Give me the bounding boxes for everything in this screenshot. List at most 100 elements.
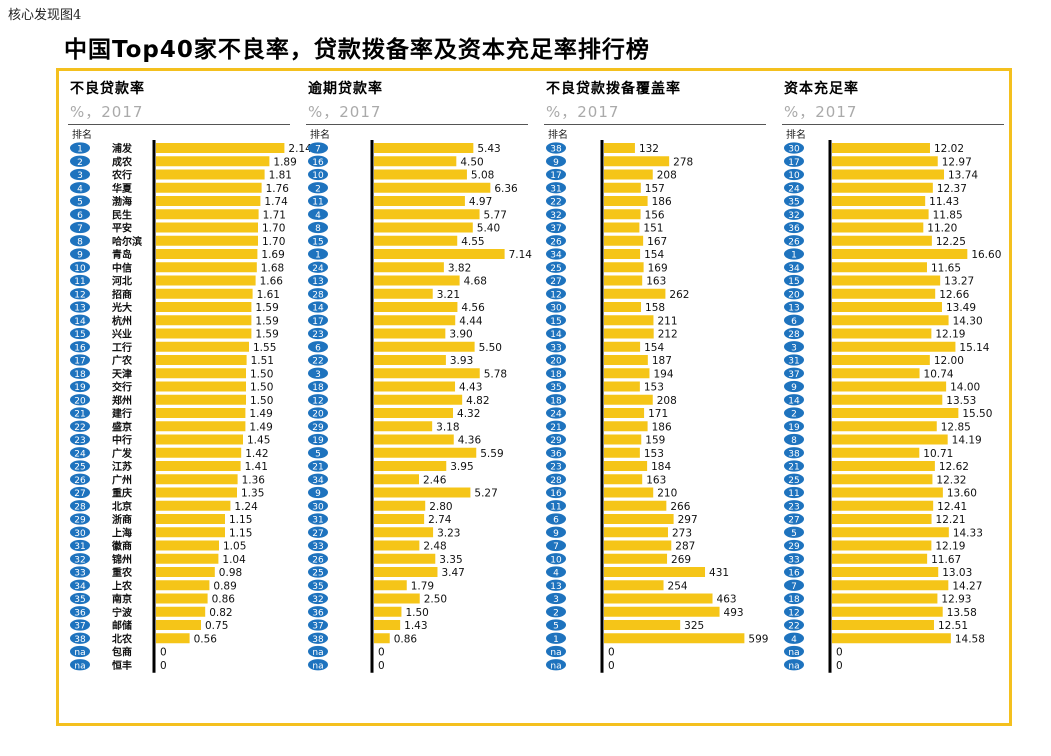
panel-title: 不良贷款拨备覆盖率 [546, 81, 681, 97]
value-label: 1.51 [251, 355, 274, 367]
bar [374, 474, 419, 485]
bar [374, 553, 436, 564]
bar [374, 540, 420, 551]
bar [374, 315, 456, 326]
rank-badge [546, 407, 566, 419]
rank-badge [784, 248, 804, 260]
rank-label: 38 [74, 635, 86, 645]
rank-badge [308, 632, 328, 644]
value-label: 158 [645, 302, 665, 314]
rank-badge [546, 619, 566, 631]
rank-badge [70, 182, 90, 194]
bank-name: 青岛 [112, 248, 132, 261]
rank-label: 19 [312, 436, 324, 446]
value-label: 262 [669, 289, 689, 301]
value-label: 12.32 [936, 474, 966, 486]
rank-label: 37 [788, 370, 799, 380]
rank-label: 21 [312, 463, 323, 473]
rank-badge [308, 221, 328, 234]
rank-label: na [312, 648, 323, 658]
rank-label: 9 [77, 251, 83, 261]
value-label: 154 [644, 249, 664, 261]
panel-header-provision: 不良贷款拨备覆盖率 %，2017 [544, 78, 766, 125]
rank-badge [70, 433, 90, 446]
bar [832, 620, 934, 630]
value-label: 12.00 [934, 355, 964, 367]
bar [832, 434, 948, 445]
bank-name: 宁波 [112, 606, 133, 619]
bank-name: 广农 [112, 354, 132, 367]
bank-name: 民生 [112, 208, 132, 221]
bar [832, 500, 934, 511]
bank-name: 南京 [112, 593, 132, 606]
rank-label: 20 [550, 357, 562, 367]
bank-name: 浦发 [112, 142, 133, 155]
bank-name: 平安 [112, 222, 132, 235]
rank-label: 19 [74, 383, 86, 393]
panel-title: 不良贷款率 [70, 81, 145, 97]
value-label: 1.42 [245, 448, 268, 460]
rank-badge [784, 314, 804, 326]
value-label: 1.04 [222, 554, 246, 566]
rank-badge [784, 327, 804, 340]
rank-badge [308, 341, 328, 353]
value-label: 0 [608, 660, 615, 672]
bar [374, 275, 460, 286]
rank-badge [308, 473, 328, 485]
value-label: 0 [160, 660, 167, 672]
value-label: 0 [378, 647, 385, 659]
value-label: 325 [684, 620, 704, 632]
bank-name: 工行 [112, 341, 132, 354]
rank-badge [784, 486, 804, 499]
value-label: 1.49 [249, 421, 272, 433]
rank-badge [308, 645, 328, 658]
rank-badge [784, 142, 804, 154]
bar [832, 209, 929, 220]
rank-badge [784, 288, 804, 300]
rank-badge [546, 433, 566, 446]
rank-label: 35 [74, 595, 85, 605]
bank-name: 杭州 [112, 314, 132, 327]
rank-badge [70, 301, 90, 313]
rank-badge [784, 592, 804, 605]
rank-badge [784, 394, 804, 406]
bank-name: 河北 [112, 275, 132, 288]
bar [374, 381, 456, 392]
rank-label: 38 [550, 145, 562, 155]
rank-badge [70, 553, 90, 565]
rank-label: 15 [74, 330, 85, 340]
value-label: 211 [657, 315, 677, 327]
value-label: 0 [378, 660, 385, 672]
bar [832, 394, 943, 405]
bar [832, 355, 930, 365]
rank-label: 5 [553, 622, 559, 632]
value-label: 1.49 [249, 408, 272, 420]
rank-label: 16 [312, 158, 324, 168]
bar [374, 222, 473, 233]
bar [156, 461, 241, 471]
value-label: 4.55 [461, 236, 484, 248]
value-label: 187 [652, 355, 672, 367]
value-label: 0.89 [213, 580, 236, 592]
rank-label: 38 [788, 449, 800, 459]
bank-name: 郑州 [112, 394, 132, 407]
bar [604, 447, 640, 458]
rank-badge [308, 460, 328, 472]
bar [604, 328, 654, 339]
rank-badge [784, 274, 804, 287]
rank-badge [546, 566, 566, 578]
rank-header: 排名 [310, 130, 330, 141]
value-label: 7.14 [509, 249, 533, 261]
value-label: 14.00 [950, 382, 980, 394]
rank-badge [70, 486, 90, 499]
bar [374, 156, 457, 167]
rank-label: 29 [788, 542, 800, 552]
rank-label: 9 [315, 489, 321, 499]
value-label: 1.50 [250, 382, 273, 394]
rank-label: 33 [550, 343, 561, 353]
bar [604, 567, 706, 577]
bank-name: 广州 [112, 473, 132, 486]
bar [832, 580, 949, 591]
panel-unit: %，2017 [546, 103, 620, 121]
rank-badge [70, 447, 90, 459]
